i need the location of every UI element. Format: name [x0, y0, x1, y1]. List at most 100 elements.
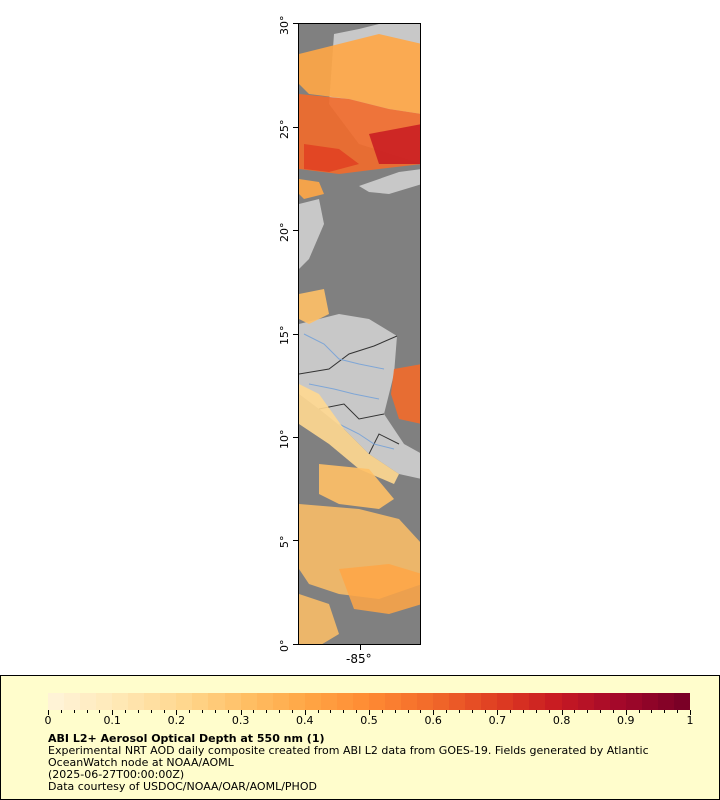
colorbar-swatch: [48, 693, 65, 710]
colorbar-swatch: [192, 693, 209, 710]
colorbar-tick-label: 0.4: [296, 714, 314, 727]
colorbar-tickmark: [420, 710, 422, 713]
colorbar-swatch: [208, 693, 225, 710]
colorbar-tickmark: [202, 710, 204, 713]
lat-tickmark: [293, 127, 298, 128]
colorbar-tickmark: [176, 710, 178, 715]
lat-tickmark: [293, 644, 298, 645]
colorbar-tick-label: 0.9: [617, 714, 635, 727]
colorbar-tickmark: [394, 710, 396, 713]
colorbar-tickmark: [137, 710, 139, 713]
colorbar-swatch: [641, 693, 658, 710]
colorbar-tickmark: [484, 710, 486, 713]
colorbar-tickmark: [86, 710, 88, 713]
colorbar-swatch: [96, 693, 113, 710]
colorbar-tickmark: [304, 710, 306, 715]
colorbar-tickmark: [73, 710, 75, 713]
colorbar-tickmark: [99, 710, 101, 713]
colorbar-swatch: [352, 693, 369, 710]
legend-title: ABI L2+ Aerosol Optical Depth at 550 nm …: [48, 732, 325, 745]
colorbar-swatch: [224, 693, 241, 710]
colorbar-tickmark: [497, 710, 499, 715]
colorbar-tickmark: [163, 710, 165, 713]
lat-tickmark: [293, 230, 298, 231]
colorbar-swatch: [513, 693, 530, 710]
colorbar-swatch: [112, 693, 129, 710]
river: [338, 423, 395, 450]
colorbar-swatch: [545, 693, 562, 710]
colorbar-swatch: [288, 693, 305, 710]
colorbar-tickmark: [677, 710, 679, 713]
colorbar: [48, 693, 690, 710]
colorbar-tick-label: 0.2: [167, 714, 186, 727]
colorbar-tickmark: [356, 710, 358, 713]
aod-patch: [299, 289, 329, 324]
lat-label-25: 25°: [278, 119, 291, 140]
aod-patch: [299, 594, 339, 644]
colorbar-tickmark: [189, 710, 191, 713]
colorbar-tickmark: [407, 710, 409, 713]
country-border: [299, 335, 398, 375]
aod-patch: [299, 179, 324, 199]
colorbar-tick-label: 0.3: [231, 714, 250, 727]
colorbar-tickmark: [369, 710, 370, 715]
lat-label-20: 20°: [278, 222, 291, 243]
colorbar-tickmark: [690, 710, 691, 715]
colorbar-tickmark: [625, 710, 627, 715]
colorbar-swatch: [529, 693, 546, 710]
colorbar-swatch: [256, 693, 273, 710]
colorbar-swatch: [176, 693, 193, 710]
colorbar-tickmark: [317, 710, 319, 713]
colorbar-tick-label: 1: [686, 714, 694, 727]
colorbar-swatch: [433, 693, 450, 710]
colorbar-tickmark: [279, 710, 281, 713]
colorbar-tickmark: [266, 710, 268, 713]
legend-date: (2025-06-27T00:00:00Z): [48, 768, 185, 781]
river: [308, 383, 380, 400]
colorbar-swatch: [80, 693, 97, 710]
legend-panel: ABI L2+ Aerosol Optical Depth at 550 nm …: [0, 675, 720, 800]
colorbar-tick-label: 0: [44, 714, 52, 727]
colorbar-swatch: [465, 693, 482, 710]
colorbar-swatch: [625, 693, 642, 710]
colorbar-swatch: [336, 693, 353, 710]
colorbar-tickmark: [471, 710, 473, 713]
colorbar-swatch: [673, 693, 690, 710]
colorbar-swatch: [417, 693, 434, 710]
colorbar-tickmark: [664, 710, 666, 713]
colorbar-tickmark: [433, 710, 435, 715]
legend-description-cont: OceanWatch node at NOAA/AOML: [48, 756, 234, 769]
aod-patch: [319, 464, 394, 509]
lat-tickmark: [293, 540, 298, 541]
lat-tickmark: [293, 437, 298, 438]
colorbar-tickmark: [240, 710, 242, 715]
colorbar-swatch: [401, 693, 418, 710]
colorbar-tickmark: [458, 710, 460, 713]
colorbar-tick-label: 0.8: [552, 714, 571, 727]
colorbar-tickmark: [214, 710, 216, 713]
colorbar-swatch: [577, 693, 594, 710]
colorbar-swatch: [128, 693, 145, 710]
colorbar-tickmark: [343, 710, 345, 713]
colorbar-tickmark: [112, 710, 114, 715]
colorbar-swatch: [320, 693, 337, 710]
colorbar-tickmark: [574, 710, 576, 713]
colorbar-swatch: [144, 693, 161, 710]
colorbar-swatch: [481, 693, 498, 710]
lat-label-10: 10°: [278, 429, 291, 450]
map-panel[interactable]: [298, 23, 421, 645]
aod-patch: [299, 384, 399, 484]
colorbar-tickmark: [125, 710, 127, 713]
colorbar-swatch: [449, 693, 466, 710]
colorbar-swatch: [561, 693, 578, 710]
colorbar-swatch: [304, 693, 321, 710]
colorbar-swatch: [240, 693, 257, 710]
lat-label-15: 15°: [278, 325, 291, 346]
aod-map: [299, 24, 420, 644]
lon-label: -85°: [346, 652, 372, 666]
colorbar-swatch: [609, 693, 626, 710]
colorbar-swatch: [593, 693, 610, 710]
land-cuba: [359, 169, 420, 194]
colorbar-tick-label: 0.1: [103, 714, 121, 727]
land-yucatan: [299, 199, 324, 269]
